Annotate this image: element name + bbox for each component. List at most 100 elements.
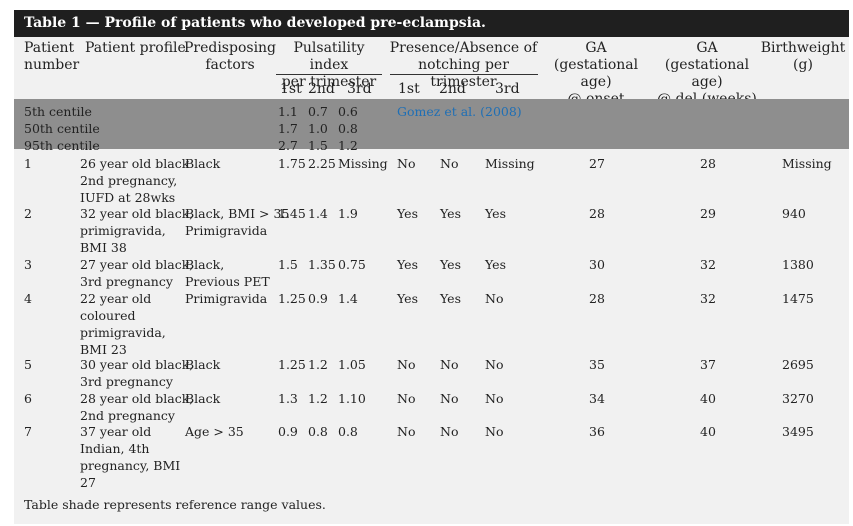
row-3-ga_del: 32	[700, 257, 716, 272]
row-7-notch-2: No	[485, 424, 504, 439]
row-2-ga_del: 29	[700, 206, 716, 221]
table-footnote: Table shade represents reference range v…	[24, 497, 326, 512]
ref-50th-pi-1: 1.7	[278, 121, 298, 136]
row-4-bw: 1475	[782, 291, 814, 306]
row-3-pi-0: 1.5	[278, 257, 298, 272]
row-4-num: 4	[24, 291, 32, 306]
header-notching: Presence/Absence of notching per trimest…	[389, 40, 538, 90]
row-2-notch-2: Yes	[485, 206, 506, 221]
table-title: Table 1 — Profile of patients who develo…	[14, 10, 849, 37]
row-2-factors: Black, BMI > 35 Primigravida	[185, 206, 290, 238]
row-2-num: 2	[24, 206, 32, 221]
row-6-pi-0: 1.3	[278, 391, 298, 406]
row-4-factors: Primigravida	[185, 291, 268, 306]
row-4-pi-2: 1.4	[338, 291, 358, 306]
row-7-notch-1: No	[440, 424, 459, 439]
row-1-profile: 26 year old black 2nd pregnancy, IUFD at…	[80, 156, 190, 205]
row-3-pi-2: 0.75	[338, 257, 366, 272]
row-3-notch-0: Yes	[397, 257, 418, 272]
row-1-factors: Black	[185, 156, 221, 171]
pi-sub-2nd: 2nd	[308, 81, 335, 97]
ref-5th-pi-1: 1.1	[278, 104, 298, 119]
row-1-num: 1	[24, 156, 32, 171]
row-1-pi-2: Missing	[338, 156, 388, 171]
row-4-profile: 22 year old coloured primigravida, BMI 2…	[80, 291, 166, 357]
row-7-pi-0: 0.9	[278, 424, 298, 439]
row-1-notch-0: No	[397, 156, 416, 171]
row-4-notch-2: No	[485, 291, 504, 306]
row-6-pi-2: 1.10	[338, 391, 366, 406]
notch-group-rule	[390, 74, 538, 75]
row-1-pi-1: 2.25	[308, 156, 336, 171]
row-1-pi-0: 1.75	[278, 156, 306, 171]
row-3-notch-2: Yes	[485, 257, 506, 272]
row-5-ga_del: 37	[700, 357, 716, 372]
row-5-pi-1: 1.2	[308, 357, 328, 372]
header-pulsatility-index: Pulsatility index per trimester	[281, 40, 377, 90]
row-3-factors: Black, Previous PET	[185, 257, 270, 289]
row-6-factors: Black	[185, 391, 221, 406]
row-2-profile: 32 year old black, primigravida, BMI 38	[80, 206, 194, 255]
row-3-notch-1: Yes	[440, 257, 461, 272]
header-ga-del: GA (gestational age) @ del (weeks)	[657, 40, 757, 107]
row-2-bw: 940	[782, 206, 806, 221]
ref-95th-pi-1: 2.7	[278, 138, 298, 153]
ref-label-95th: 95th centile	[24, 138, 100, 153]
row-7-notch-0: No	[397, 424, 416, 439]
row-5-pi-0: 1.25	[278, 357, 306, 372]
row-4-pi-0: 1.25	[278, 291, 306, 306]
row-7-num: 7	[24, 424, 32, 439]
ref-5th-pi-3: 0.6	[338, 104, 358, 119]
row-3-ga_onset: 30	[589, 257, 605, 272]
row-1-bw: Missing	[782, 156, 832, 171]
pi-sub-1st: 1st	[280, 81, 302, 97]
ref-50th-pi-2: 1.0	[308, 121, 328, 136]
row-5-num: 5	[24, 357, 32, 372]
notch-sub-2nd: 2nd	[439, 81, 466, 97]
row-1-ga_del: 28	[700, 156, 716, 171]
row-4-ga_onset: 28	[589, 291, 605, 306]
row-5-notch-1: No	[440, 357, 459, 372]
row-6-profile: 28 year old black, 2nd pregnancy	[80, 391, 194, 423]
row-6-bw: 3270	[782, 391, 814, 406]
row-3-bw: 1380	[782, 257, 814, 272]
row-4-ga_del: 32	[700, 291, 716, 306]
row-4-pi-1: 0.9	[308, 291, 328, 306]
row-6-ga_del: 40	[700, 391, 716, 406]
row-5-factors: Black	[185, 357, 221, 372]
notch-sub-1st: 1st	[398, 81, 420, 97]
row-2-pi-2: 1.9	[338, 206, 358, 221]
row-5-pi-2: 1.05	[338, 357, 366, 372]
row-7-ga_onset: 36	[589, 424, 605, 439]
ref-label-5th: 5th centile	[24, 104, 92, 119]
row-1-ga_onset: 27	[589, 156, 605, 171]
ref-95th-pi-2: 1.5	[308, 138, 328, 153]
row-5-profile: 30 year old black, 3rd pregnancy	[80, 357, 194, 389]
row-1-notch-1: No	[440, 156, 459, 171]
header-birthweight: Birthweight (g)	[760, 40, 846, 73]
ref-5th-pi-2: 0.7	[308, 104, 328, 119]
row-2-ga_onset: 28	[589, 206, 605, 221]
ref-label-50th: 50th centile	[24, 121, 100, 136]
row-6-num: 6	[24, 391, 32, 406]
row-4-notch-1: Yes	[440, 291, 461, 306]
row-7-bw: 3495	[782, 424, 814, 439]
row-3-pi-1: 1.35	[308, 257, 336, 272]
row-1-notch-2: Missing	[485, 156, 535, 171]
row-7-factors: Age > 35	[185, 424, 244, 439]
row-2-notch-1: Yes	[440, 206, 461, 221]
row-7-pi-1: 0.8	[308, 424, 328, 439]
row-7-ga_del: 40	[700, 424, 716, 439]
row-2-pi-0: 1.45	[278, 206, 306, 221]
row-7-pi-2: 0.8	[338, 424, 358, 439]
ref-95th-pi-3: 1.2	[338, 138, 358, 153]
row-6-notch-0: No	[397, 391, 416, 406]
row-6-notch-1: No	[440, 391, 459, 406]
row-6-ga_onset: 34	[589, 391, 605, 406]
reference-link[interactable]: Gomez et al. (2008)	[397, 104, 522, 119]
row-3-profile: 27 year old black, 3rd pregnancy	[80, 257, 194, 289]
reference-shade	[14, 99, 849, 149]
row-2-notch-0: Yes	[397, 206, 418, 221]
header-predisposing-factors: Predisposing factors	[183, 40, 277, 73]
header-patient-number: Patient number	[24, 40, 80, 73]
